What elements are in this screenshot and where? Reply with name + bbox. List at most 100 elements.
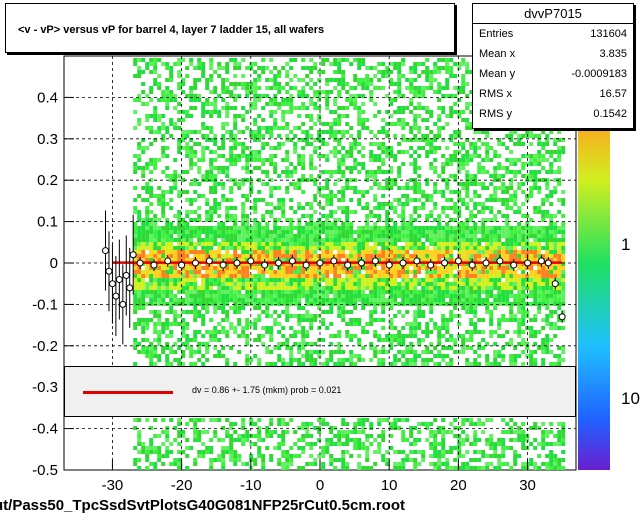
heatmap-cell <box>141 250 146 254</box>
heatmap-cell <box>225 78 230 82</box>
heatmap-cell <box>177 434 182 438</box>
heatmap-cell <box>493 242 498 246</box>
heatmap-cell <box>317 314 322 318</box>
heatmap-cell <box>233 282 238 286</box>
heatmap-cell <box>177 174 182 178</box>
heatmap-cell <box>169 198 174 202</box>
heatmap-cell <box>485 354 490 358</box>
heatmap-cell <box>481 202 486 206</box>
heatmap-cell <box>489 266 494 270</box>
heatmap-cell <box>137 70 142 74</box>
heatmap-cell <box>253 318 258 322</box>
heatmap-cell <box>241 270 246 274</box>
heatmap-cell <box>393 198 398 202</box>
heatmap-cell <box>381 238 386 242</box>
heatmap-cell <box>493 358 498 362</box>
heatmap-cell <box>217 322 222 326</box>
heatmap-cell <box>197 266 202 270</box>
heatmap-cell <box>265 130 270 134</box>
heatmap-cell <box>209 418 214 422</box>
heatmap-cell <box>473 458 478 462</box>
heatmap-cell <box>193 210 198 214</box>
heatmap-cell <box>161 194 166 198</box>
heatmap-cell <box>337 442 342 446</box>
heatmap-cell <box>161 234 166 238</box>
heatmap-cell <box>169 362 174 366</box>
heatmap-cell <box>261 214 266 218</box>
heatmap-cell <box>313 234 318 238</box>
heatmap-cell <box>317 254 322 258</box>
heatmap-cell <box>445 430 450 434</box>
heatmap-cell <box>177 102 182 106</box>
heatmap-cell <box>401 202 406 206</box>
heatmap-cell <box>369 426 374 430</box>
heatmap-cell <box>241 278 246 282</box>
heatmap-cell <box>433 282 438 286</box>
heatmap-cell <box>509 130 514 134</box>
heatmap-cell <box>369 318 374 322</box>
heatmap-cell <box>269 246 274 250</box>
heatmap-cell <box>485 226 490 230</box>
heatmap-cell <box>173 126 178 130</box>
heatmap-cell <box>385 266 390 270</box>
heatmap-cell <box>309 318 314 322</box>
heatmap-cell <box>329 426 334 430</box>
heatmap-cell <box>401 74 406 78</box>
heatmap-cell <box>133 258 138 262</box>
heatmap-cell <box>157 98 162 102</box>
heatmap-cell <box>497 186 502 190</box>
heatmap-cell <box>321 266 326 270</box>
heatmap-cell <box>357 446 362 450</box>
heatmap-cell <box>513 246 518 250</box>
heatmap-cell <box>277 242 282 246</box>
heatmap-cell <box>417 254 422 258</box>
heatmap-cell <box>461 350 466 354</box>
heatmap-cell <box>265 142 270 146</box>
heatmap-cell <box>209 138 214 142</box>
heatmap-cell <box>389 326 394 330</box>
heatmap-cell <box>229 138 234 142</box>
heatmap-cell <box>149 290 154 294</box>
heatmap-cell <box>361 346 366 350</box>
heatmap-cell <box>429 358 434 362</box>
heatmap-cell <box>421 330 426 334</box>
heatmap-cell <box>425 270 430 274</box>
heatmap-cell <box>401 254 406 258</box>
heatmap-cell <box>389 306 394 310</box>
heatmap-cell <box>397 450 402 454</box>
heatmap-cell <box>341 74 346 78</box>
heatmap-cell <box>221 326 226 330</box>
heatmap-cell <box>153 138 158 142</box>
heatmap-cell <box>233 278 238 282</box>
heatmap-cell <box>297 230 302 234</box>
heatmap-cell <box>369 286 374 290</box>
heatmap-cell <box>481 466 486 470</box>
heatmap-cell <box>213 210 218 214</box>
heatmap-cell <box>281 450 286 454</box>
heatmap-cell <box>277 294 282 298</box>
heatmap-cell <box>261 94 266 98</box>
heatmap-cell <box>245 286 250 290</box>
heatmap-cell <box>325 90 330 94</box>
heatmap-cell <box>261 462 266 466</box>
heatmap-cell <box>333 242 338 246</box>
heatmap-cell <box>513 330 518 334</box>
heatmap-cell <box>325 438 330 442</box>
heatmap-cell <box>201 126 206 130</box>
heatmap-cell <box>337 294 342 298</box>
heatmap-cell <box>377 446 382 450</box>
heatmap-cell <box>261 286 266 290</box>
heatmap-cell <box>413 198 418 202</box>
heatmap-cell <box>417 438 422 442</box>
heatmap-cell <box>393 358 398 362</box>
heatmap-cell <box>517 426 522 430</box>
heatmap-cell <box>153 238 158 242</box>
heatmap-cell <box>453 306 458 310</box>
heatmap-cell <box>181 222 186 226</box>
heatmap-cell <box>325 58 330 62</box>
heatmap-cell <box>513 250 518 254</box>
heatmap-cell <box>325 98 330 102</box>
heatmap-cell <box>513 278 518 282</box>
heatmap-cell <box>445 146 450 150</box>
heatmap-cell <box>341 230 346 234</box>
